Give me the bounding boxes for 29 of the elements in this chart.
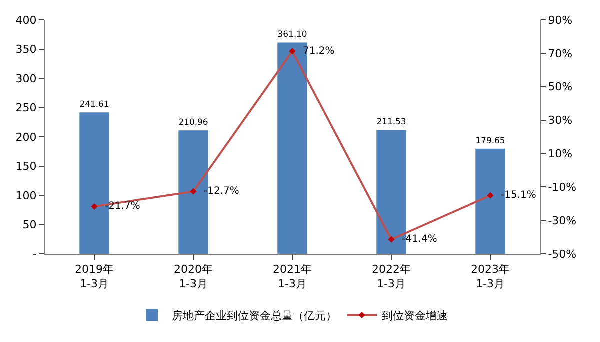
data-label: 361.10 xyxy=(278,29,308,40)
data-label: 241.61 xyxy=(80,99,110,110)
y2-tick-label: 30% xyxy=(548,114,573,128)
x-tick-label: 2023年 1-3月 xyxy=(471,263,510,290)
y-tick-label: 50 xyxy=(22,218,37,232)
y2-tick-label: 10% xyxy=(548,148,573,161)
y-tick-label: 350 xyxy=(16,43,37,56)
data-label: 210.96 xyxy=(178,117,208,128)
y2-tick-label: 70% xyxy=(548,47,573,60)
x-tick-label: 2022年 1-3月 xyxy=(372,263,411,290)
y-tick-label: - xyxy=(32,248,37,261)
y-tick-label: 250 xyxy=(16,102,37,115)
y2-tick-label: 90% xyxy=(548,14,573,27)
data-label: 179.65 xyxy=(476,135,506,146)
y2-tick-label: 50% xyxy=(548,80,573,94)
data-label: 211.53 xyxy=(376,116,406,127)
y2-tick-label: -30% xyxy=(548,214,577,228)
legend-label: 到位资金增速 xyxy=(382,310,448,323)
y-tick-label: 200 xyxy=(16,130,37,144)
y2-tick-label: -50% xyxy=(548,248,577,261)
y-tick-label: 300 xyxy=(16,72,37,86)
y-tick-label: 100 xyxy=(16,189,37,202)
y2-tick-label: -10% xyxy=(548,180,577,194)
x-tick-label: 2019年 1-3月 xyxy=(75,263,114,290)
x-tick-label: 2021年 1-3月 xyxy=(273,263,312,290)
x-tick-label: 2020年 1-3月 xyxy=(174,263,213,290)
legend-label: 房地产企业到位资金总量（亿元） xyxy=(172,310,337,323)
y-tick-label: 150 xyxy=(16,160,37,174)
y-tick-label: 400 xyxy=(16,14,37,27)
